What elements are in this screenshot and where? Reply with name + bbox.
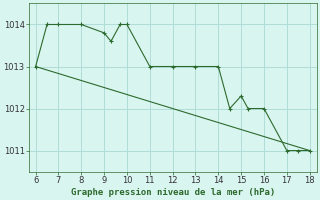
- X-axis label: Graphe pression niveau de la mer (hPa): Graphe pression niveau de la mer (hPa): [70, 188, 275, 197]
